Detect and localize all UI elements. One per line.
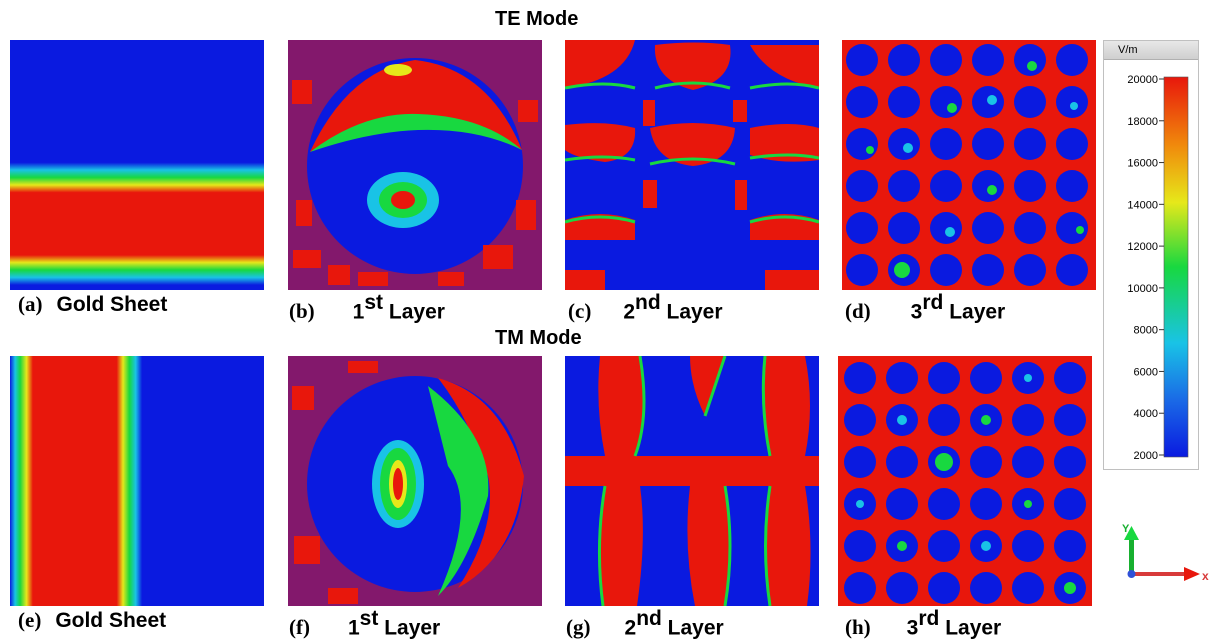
colorbar-tick-label: 8000 xyxy=(1134,325,1158,337)
tm-mode-title: TM Mode xyxy=(495,327,582,349)
colorbar-tick-label: 10000 xyxy=(1127,283,1158,295)
panel-g-second-layer-tm xyxy=(565,356,819,606)
caption-e: (e) Gold Sheet xyxy=(18,608,167,632)
colorbar-tick-label: 16000 xyxy=(1127,158,1158,170)
panel-h-third-layer-tm xyxy=(838,356,1092,606)
panel-a-gold-sheet-te xyxy=(10,40,264,290)
colorbar-scale: 20000 18000 16000 14000 12000 10000 8000 6000 40… xyxy=(1127,74,1189,462)
panel-d-third-layer-te xyxy=(842,40,1096,290)
caption-f: (f) 1st Layer xyxy=(289,607,441,640)
panel-c-second-layer-te xyxy=(565,40,819,290)
caption-h: (h) 3rd Layer xyxy=(845,607,1002,640)
colorbar-tick-label: 12000 xyxy=(1127,241,1158,253)
panel-b-first-layer-te xyxy=(288,40,542,290)
panel-f-first-layer-tm xyxy=(288,356,542,606)
te-mode-title: TE Mode xyxy=(495,8,579,30)
y-axis-label: Y xyxy=(1122,523,1130,535)
caption-c: (c) 2nd Layer xyxy=(568,291,723,324)
colorbar-tick-label: 6000 xyxy=(1134,366,1158,378)
coordinate-axes-icon: Y x xyxy=(1118,520,1210,590)
colorbar-tick-label: 14000 xyxy=(1127,199,1158,211)
colorbar-tick-label: 20000 xyxy=(1127,74,1158,86)
colorbar-tick-label: 18000 xyxy=(1127,116,1158,128)
x-axis-label: x xyxy=(1202,569,1209,583)
caption-b: (b) 1st Layer xyxy=(289,291,445,324)
colorbar: V/m 20000 18000 16000 14000 12000 10000 8000 60… xyxy=(1103,40,1199,470)
caption-d: (d) 3rd Layer xyxy=(845,291,1006,324)
caption-g: (g) 2nd Layer xyxy=(566,607,724,640)
caption-a: (a) Gold Sheet xyxy=(18,292,168,316)
colorbar-gradient xyxy=(1163,76,1189,458)
panel-e-gold-sheet-tm xyxy=(10,356,264,606)
colorbar-tick-label: 2000 xyxy=(1134,450,1158,462)
colorbar-unit-label: V/m xyxy=(1104,41,1198,60)
colorbar-tick-label: 4000 xyxy=(1134,408,1158,420)
